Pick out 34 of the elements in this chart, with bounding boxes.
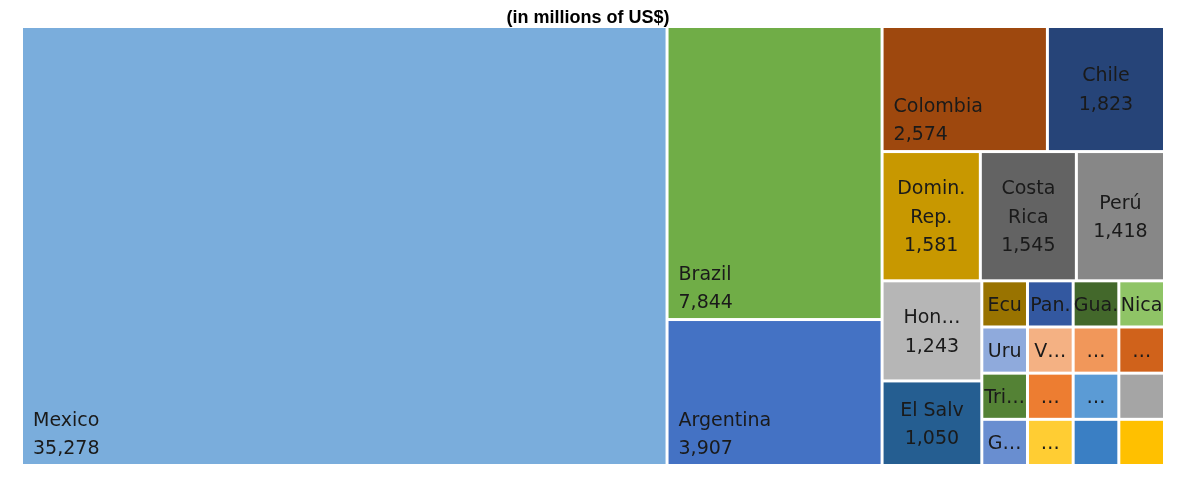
- category-label: Chile: [1082, 63, 1130, 86]
- category-label: Brazil: [678, 261, 732, 284]
- category-label: Uru: [987, 338, 1022, 361]
- data-label: 1,243: [904, 333, 960, 356]
- category-label: Ecu: [987, 292, 1022, 315]
- category-label: Costa Rica: [1001, 176, 1056, 227]
- category-label: …: [1040, 431, 1060, 454]
- category-label: Argentina: [678, 407, 772, 430]
- category-label: Mexico: [33, 407, 100, 430]
- data-label: 35,278: [33, 436, 100, 458]
- data-label: 2,574: [893, 122, 948, 145]
- data-label: 1,545: [1001, 233, 1056, 256]
- category-label: El Salv: [900, 397, 964, 420]
- data-label: 7,844: [678, 290, 733, 313]
- category-label: Hon…: [903, 305, 961, 328]
- category-label: …: [1040, 384, 1060, 407]
- text: (in millions of US$): [506, 7, 670, 27]
- category-label: Nica: [1120, 292, 1163, 315]
- category-label: Perú: [1099, 190, 1142, 213]
- data-label: 1,581: [904, 233, 959, 256]
- data-label: 1,050: [904, 426, 960, 449]
- data-label: 1,823: [1078, 91, 1134, 114]
- category-label: Colombia: [893, 93, 983, 116]
- category-label: …: [1086, 338, 1106, 361]
- data-label: 3,907: [678, 436, 733, 458]
- category-label: …: [1086, 384, 1106, 407]
- category-label: Gua.: [1073, 292, 1119, 315]
- category-label: Pan.: [1030, 292, 1071, 315]
- category-label: Domin. Rep.: [897, 176, 966, 227]
- category-label: V…: [1034, 338, 1067, 361]
- category-label: G…: [987, 431, 1022, 454]
- data-label: 1,418: [1093, 219, 1148, 242]
- category-label: …: [1132, 338, 1152, 361]
- category-label: Tri…: [983, 384, 1026, 407]
